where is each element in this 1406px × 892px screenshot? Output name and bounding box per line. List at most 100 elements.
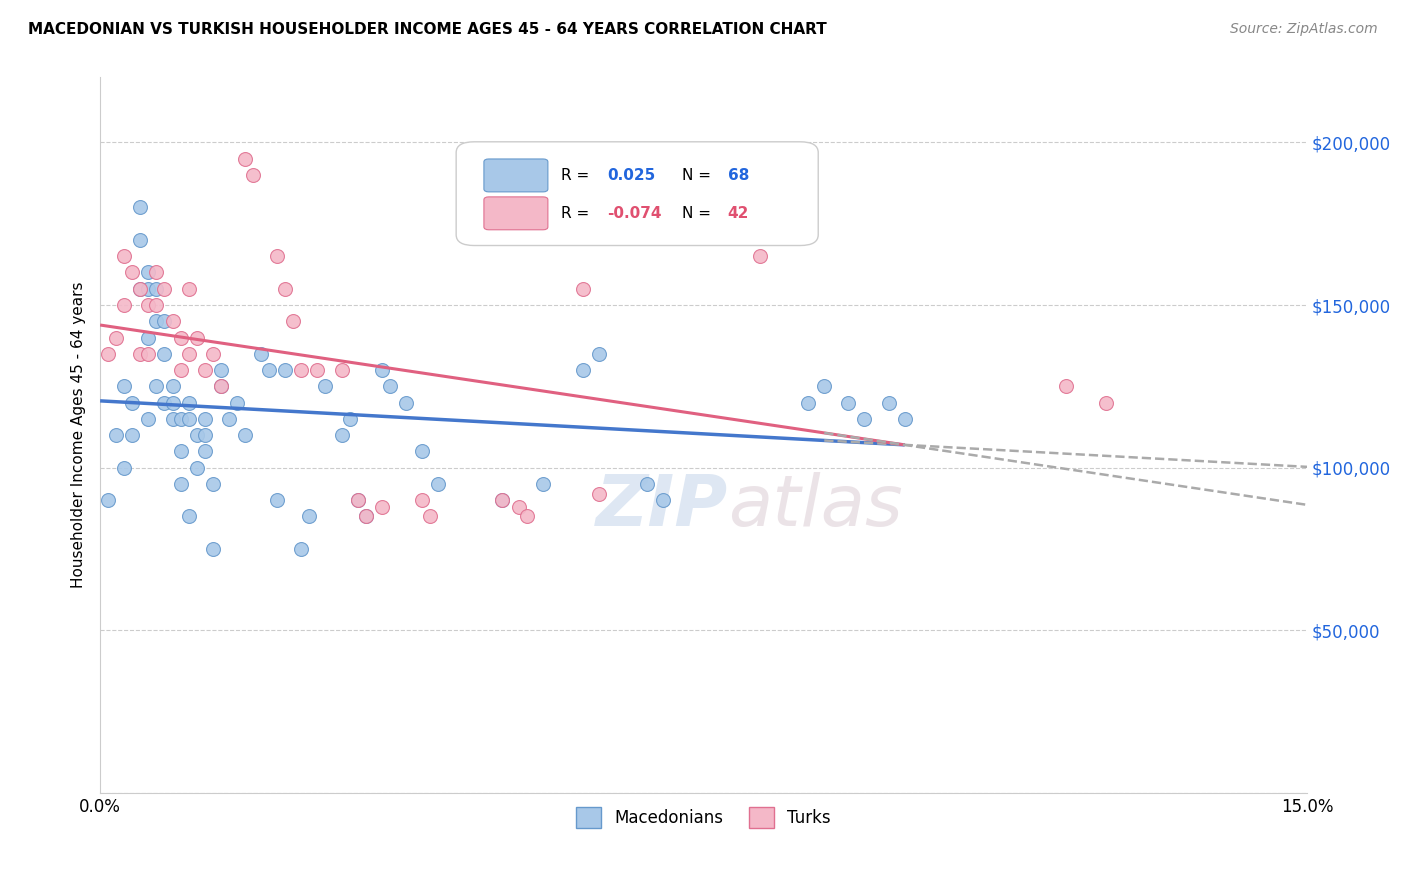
Point (112, 249, 135, 263)
Point (411, 444, 433, 458)
Point (138, 330, 160, 344)
Point (209, 363, 232, 377)
Point (194, 411, 217, 425)
Text: N =: N = (682, 168, 711, 183)
Point (194, 363, 217, 377)
Point (748, 249, 770, 263)
Point (354, 509, 377, 524)
Point (298, 509, 321, 524)
Point (378, 379, 401, 393)
Point (1095, 395, 1118, 409)
Point (508, 500, 530, 514)
Point (153, 395, 176, 409)
Text: -0.074: -0.074 (607, 206, 661, 221)
Point (233, 152, 256, 166)
Point (233, 428, 256, 442)
Point (307, 363, 329, 377)
Point (877, 395, 900, 409)
Text: N =: N = (682, 206, 711, 221)
Point (491, 493, 513, 508)
Point (169, 363, 191, 377)
Point (572, 282, 595, 296)
Point (218, 411, 240, 425)
Point (177, 395, 200, 409)
Point (105, 428, 128, 442)
Text: R =: R = (561, 168, 589, 183)
Point (257, 363, 280, 377)
Text: 0.025: 0.025 (607, 168, 655, 183)
Point (893, 411, 915, 425)
Point (162, 379, 184, 393)
Point (145, 265, 167, 279)
Point (209, 379, 232, 393)
Point (225, 395, 247, 409)
Point (186, 460, 208, 475)
Point (129, 282, 152, 296)
Point (339, 411, 361, 425)
Point (395, 395, 418, 409)
Point (129, 201, 152, 215)
Point (242, 168, 264, 182)
Point (531, 476, 554, 491)
Point (177, 509, 200, 524)
Point (266, 249, 288, 263)
Point (201, 541, 224, 556)
Point (209, 379, 232, 393)
Point (201, 476, 224, 491)
Point (371, 363, 394, 377)
Point (186, 330, 208, 344)
Point (121, 428, 143, 442)
Point (652, 493, 675, 508)
Point (290, 541, 312, 556)
Point (411, 493, 433, 508)
Point (105, 330, 128, 344)
Text: R =: R = (561, 206, 589, 221)
Point (162, 395, 184, 409)
Point (283, 314, 305, 328)
Point (314, 379, 336, 393)
Point (346, 493, 368, 508)
Point (853, 411, 876, 425)
Point (138, 265, 160, 279)
Point (145, 314, 167, 328)
Point (516, 509, 538, 524)
Point (186, 428, 208, 442)
FancyBboxPatch shape (484, 159, 548, 192)
Text: MACEDONIAN VS TURKISH HOUSEHOLDER INCOME AGES 45 - 64 YEARS CORRELATION CHART: MACEDONIAN VS TURKISH HOUSEHOLDER INCOME… (28, 22, 827, 37)
Point (138, 282, 160, 296)
Point (162, 411, 184, 425)
Text: ZIP: ZIP (596, 472, 728, 541)
Point (97, 347, 120, 361)
Point (169, 444, 191, 458)
Y-axis label: Householder Income Ages 45 - 64 years: Householder Income Ages 45 - 64 years (72, 282, 86, 589)
Point (121, 265, 143, 279)
Point (274, 282, 297, 296)
FancyBboxPatch shape (456, 142, 818, 245)
Point (121, 395, 143, 409)
Point (346, 493, 368, 508)
Point (138, 347, 160, 361)
Point (572, 363, 595, 377)
Point (491, 493, 513, 508)
Point (588, 347, 610, 361)
Text: Source: ZipAtlas.com: Source: ZipAtlas.com (1230, 22, 1378, 37)
Point (427, 476, 450, 491)
Point (145, 282, 167, 296)
Point (250, 347, 273, 361)
Point (837, 395, 859, 409)
Point (419, 509, 441, 524)
Legend: Macedonians, Turks: Macedonians, Turks (569, 801, 838, 834)
Point (290, 363, 312, 377)
Point (636, 476, 658, 491)
Point (97, 493, 120, 508)
Point (330, 363, 353, 377)
Point (1054, 379, 1077, 393)
Point (169, 476, 191, 491)
Text: 42: 42 (728, 206, 749, 221)
Point (797, 395, 820, 409)
Text: atlas: atlas (728, 472, 903, 541)
Point (354, 509, 377, 524)
Point (266, 493, 288, 508)
Point (201, 347, 224, 361)
Point (194, 444, 217, 458)
